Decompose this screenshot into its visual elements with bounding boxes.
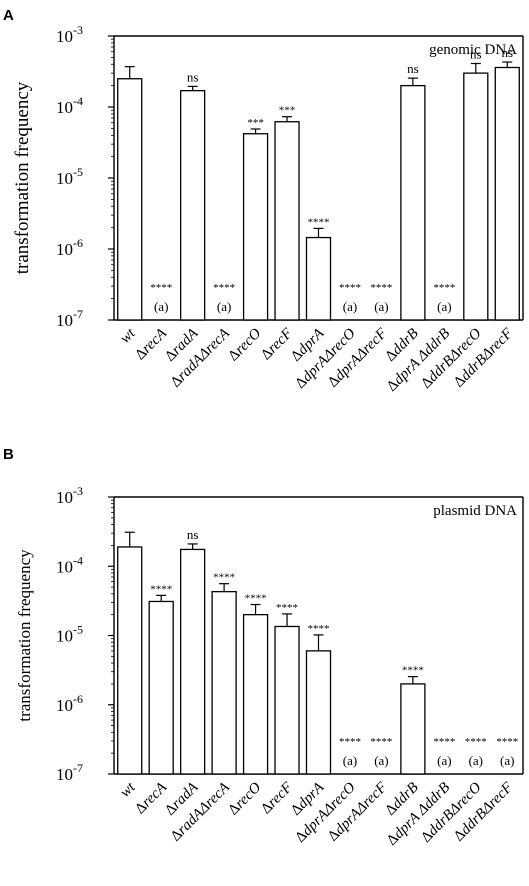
y-tick-label: 10-7 bbox=[56, 307, 83, 330]
undetected-label: (a) bbox=[437, 299, 451, 314]
significance-label: **** bbox=[496, 736, 518, 748]
undetected-label: (a) bbox=[154, 299, 168, 314]
y-tick-exponent: -5 bbox=[73, 165, 83, 179]
significance-label: **** bbox=[339, 736, 361, 748]
bar bbox=[305, 650, 332, 775]
y-tick-base: 10 bbox=[56, 311, 73, 330]
undetected-label: (a) bbox=[343, 753, 357, 768]
undetected-label: (a) bbox=[374, 299, 388, 314]
significance-label: **** bbox=[370, 736, 392, 748]
bar bbox=[117, 546, 143, 775]
significance-label: *** bbox=[247, 117, 264, 129]
y-tick-exponent: -5 bbox=[73, 623, 83, 637]
bar bbox=[180, 89, 206, 321]
x-tick-text: wt bbox=[117, 325, 139, 347]
y-tick-base: 10 bbox=[56, 98, 73, 117]
significance-label: ns bbox=[501, 45, 513, 60]
y-tick-exponent: -7 bbox=[73, 307, 83, 321]
bar bbox=[148, 600, 174, 775]
y-tick-exponent: -3 bbox=[73, 484, 83, 498]
bar bbox=[211, 590, 237, 775]
significance-label: ns bbox=[187, 69, 199, 84]
significance-label: **** bbox=[308, 623, 330, 635]
significance-label: *** bbox=[279, 105, 296, 117]
panel-b-label: B bbox=[3, 446, 14, 463]
y-tick-base: 10 bbox=[56, 627, 73, 646]
significance-label: ns bbox=[407, 61, 419, 76]
significance-label: **** bbox=[433, 282, 455, 294]
y-tick-base: 10 bbox=[56, 696, 73, 715]
undetected-label: (a) bbox=[500, 753, 514, 768]
undetected-label: (a) bbox=[437, 753, 451, 768]
significance-label: **** bbox=[433, 736, 455, 748]
x-tick-label: wt bbox=[117, 325, 139, 347]
bar bbox=[494, 66, 520, 321]
significance-label: **** bbox=[370, 282, 392, 294]
y-tick-base: 10 bbox=[56, 488, 73, 507]
significance-label: ns bbox=[470, 46, 482, 61]
y-tick-base: 10 bbox=[56, 557, 73, 576]
y-tick-exponent: -4 bbox=[73, 553, 83, 567]
y-axis-label: transformation frequency bbox=[12, 81, 33, 274]
bar bbox=[117, 78, 143, 321]
undetected-label: (a) bbox=[343, 299, 357, 314]
undetected-label: (a) bbox=[469, 753, 483, 768]
bar bbox=[305, 236, 332, 321]
y-tick-exponent: -6 bbox=[73, 692, 83, 706]
y-tick-label: 10-6 bbox=[56, 236, 83, 259]
x-tick-label: wt bbox=[117, 779, 139, 801]
y-tick-label: 10-3 bbox=[56, 484, 83, 507]
significance-label: **** bbox=[276, 602, 298, 614]
x-tick-text: wt bbox=[117, 779, 139, 801]
significance-label: **** bbox=[150, 282, 172, 294]
legend-text: plasmid DNA bbox=[433, 503, 517, 519]
significance-label: **** bbox=[339, 282, 361, 294]
significance-label: **** bbox=[465, 736, 487, 748]
bar bbox=[400, 84, 426, 321]
bar bbox=[274, 121, 300, 321]
y-tick-exponent: -3 bbox=[73, 23, 83, 37]
y-tick-label: 10-7 bbox=[56, 761, 83, 784]
legend-text: genomic DNA bbox=[429, 42, 517, 58]
y-tick-label: 10-4 bbox=[56, 553, 83, 576]
y-tick-exponent: -6 bbox=[73, 236, 83, 250]
bar bbox=[242, 133, 269, 321]
y-tick-label: 10-4 bbox=[56, 94, 83, 117]
y-tick-label: 10-3 bbox=[56, 23, 83, 46]
x-tick-label: ΔrecO bbox=[225, 325, 264, 364]
bar bbox=[400, 683, 426, 775]
significance-label: **** bbox=[245, 593, 267, 605]
bar bbox=[180, 548, 206, 775]
significance-label: **** bbox=[213, 572, 235, 584]
y-tick-label: 10-5 bbox=[56, 623, 83, 646]
y-tick-exponent: -7 bbox=[73, 761, 83, 775]
bar bbox=[242, 614, 269, 775]
y-tick-base: 10 bbox=[56, 765, 73, 784]
significance-label: **** bbox=[308, 216, 330, 228]
x-tick-label: ΔrecO bbox=[225, 779, 264, 818]
bar bbox=[274, 625, 300, 775]
y-axis-label: transformation frequency bbox=[15, 549, 34, 722]
y-tick-base: 10 bbox=[56, 27, 73, 46]
significance-label: ns bbox=[187, 527, 199, 542]
undetected-label: (a) bbox=[217, 299, 231, 314]
panel-a-label: A bbox=[3, 7, 14, 24]
significance-label: **** bbox=[402, 665, 424, 677]
y-tick-exponent: -4 bbox=[73, 94, 83, 108]
y-tick-label: 10-6 bbox=[56, 692, 83, 715]
undetected-label: (a) bbox=[374, 753, 388, 768]
y-tick-label: 10-5 bbox=[56, 165, 83, 188]
y-tick-base: 10 bbox=[56, 169, 73, 188]
significance-label: **** bbox=[150, 583, 172, 595]
y-tick-base: 10 bbox=[56, 240, 73, 259]
bar bbox=[463, 72, 489, 321]
significance-label: **** bbox=[213, 282, 235, 294]
